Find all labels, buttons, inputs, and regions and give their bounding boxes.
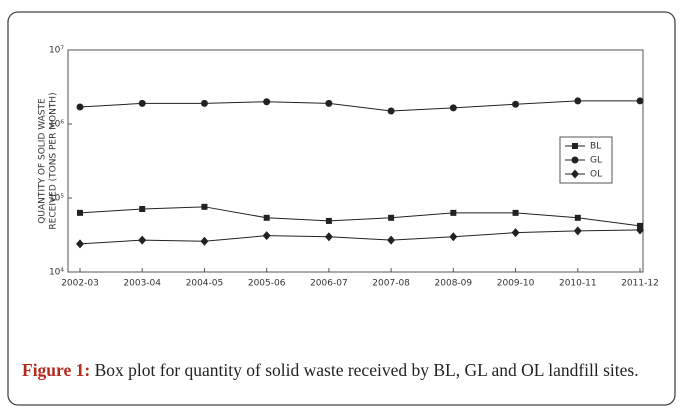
caption-text: Box plot for quantity of solid waste rec… (94, 360, 639, 380)
y-tick-label: 10⁵ (49, 194, 64, 204)
marker (511, 228, 520, 238)
legend-label: OL (590, 170, 602, 180)
marker (636, 97, 644, 105)
marker (325, 99, 333, 107)
marker (325, 217, 332, 224)
marker (512, 100, 520, 108)
x-tick-label: 2002-03 (61, 279, 99, 289)
plot-frame (67, 49, 644, 273)
marker (263, 214, 270, 221)
marker (574, 214, 581, 221)
x-tick-label: 2004-05 (186, 279, 224, 289)
x-tick-label: 2005-06 (248, 279, 286, 289)
marker (512, 209, 519, 216)
marker (574, 97, 582, 105)
marker (636, 225, 644, 235)
x-tick-label: 2011-12 (621, 279, 659, 289)
figure-frame (7, 11, 676, 406)
marker (450, 209, 457, 216)
marker (201, 203, 208, 210)
marker (76, 239, 84, 249)
marker (388, 214, 395, 221)
marker (449, 104, 457, 112)
caption: Figure 1: Box plot for quantity of solid… (22, 357, 662, 384)
x-tick-label: 2003-04 (123, 279, 161, 289)
marker (263, 98, 271, 106)
series-line (79, 206, 641, 227)
y-axis-label: RECEIVED (TONS PER MONTH) (49, 92, 59, 229)
legend-label: GL (590, 156, 602, 166)
marker (200, 236, 209, 246)
x-tick-label: 2007-08 (372, 279, 410, 289)
marker (262, 231, 271, 241)
marker (324, 232, 333, 242)
legend-label: BL (590, 142, 601, 152)
y-tick-label: 10⁴ (49, 268, 64, 278)
marker (77, 209, 83, 216)
marker (138, 99, 146, 107)
marker (139, 206, 146, 213)
marker (571, 156, 579, 164)
marker (571, 169, 579, 179)
marker (573, 226, 582, 236)
x-tick-label: 2010-11 (559, 279, 597, 289)
x-tick-label: 2008-09 (435, 279, 473, 289)
marker (138, 235, 147, 245)
y-tick-label: 10⁷ (49, 46, 64, 56)
series-line (79, 100, 640, 112)
y-tick-label: 10⁶ (49, 120, 64, 130)
marker (387, 235, 396, 245)
marker (572, 143, 578, 149)
x-tick-label: 2006-07 (310, 279, 348, 289)
marker (76, 103, 84, 111)
marker (200, 99, 208, 107)
y-axis-label: QUANTITY OF SOLID WASTE (38, 98, 48, 224)
caption-label: Figure 1: (22, 360, 91, 380)
marker (387, 107, 395, 115)
marker (449, 232, 458, 242)
x-tick-label: 2009-10 (497, 279, 535, 289)
series-line (79, 229, 641, 245)
